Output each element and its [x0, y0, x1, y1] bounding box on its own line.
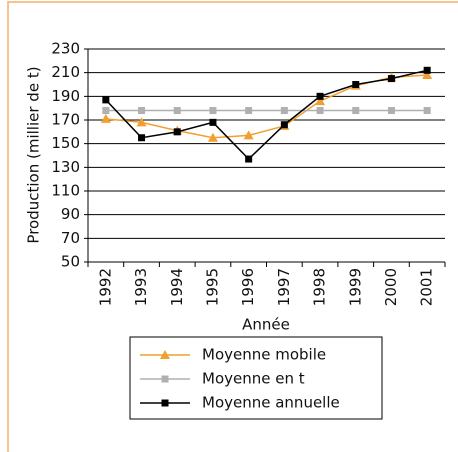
x-tick-label: 1992	[96, 268, 114, 306]
legend-box	[129, 336, 383, 420]
legend-label: Moyenne annuelle	[202, 394, 340, 412]
data-point	[422, 70, 433, 80]
data-point	[352, 81, 360, 88]
data-point	[102, 96, 110, 104]
x-tick-label: 1994	[168, 268, 186, 306]
y-tick-label: 50	[61, 253, 80, 271]
data-point	[173, 128, 181, 136]
frame	[7, 1, 458, 452]
data-point	[136, 117, 147, 127]
data-point	[100, 113, 111, 123]
data-point	[207, 132, 218, 142]
x-tick-label: 1996	[239, 268, 257, 306]
data-point	[316, 107, 324, 115]
data-point	[387, 75, 395, 83]
data-point	[315, 96, 326, 106]
data-point	[387, 107, 395, 115]
series-line	[105, 69, 428, 161]
data-point	[423, 107, 431, 115]
legend-marker	[161, 399, 169, 407]
y-tick-label: 190	[51, 87, 80, 105]
y-tick-label: 210	[51, 63, 80, 81]
y-tick-label: 170	[51, 111, 80, 129]
y-axis-label: Production (millier de t)	[25, 66, 43, 243]
y-tick-label: 150	[51, 134, 80, 152]
x-tick-label: 1999	[346, 268, 364, 306]
y-tick-label: 70	[61, 229, 80, 247]
data-point	[280, 107, 288, 115]
x-tick-label: 2000	[382, 268, 400, 306]
data-point	[352, 107, 360, 115]
data-point	[243, 130, 254, 140]
data-point	[102, 107, 110, 115]
y-tick-label: 130	[51, 158, 80, 176]
x-tick-label: 1995	[203, 268, 221, 306]
legend-label: Moyenne mobile	[202, 346, 326, 364]
data-point	[316, 92, 324, 100]
legend-label: Moyenne en t	[202, 370, 305, 388]
data-point	[138, 134, 146, 142]
data-point	[245, 155, 253, 163]
x-tick-label: 2001	[418, 268, 436, 306]
data-point	[245, 107, 253, 115]
data-point	[209, 118, 217, 126]
y-tick-label: 230	[51, 40, 80, 58]
y-tick-label: 110	[51, 182, 80, 200]
x-tick-label: 1993	[132, 268, 150, 306]
data-point	[423, 66, 431, 74]
x-tick-label: 1997	[275, 268, 293, 306]
x-tick-label: 1998	[311, 268, 329, 306]
legend-marker	[160, 350, 170, 359]
data-point	[138, 107, 146, 115]
y-tick-label: 90	[61, 205, 80, 223]
series-line	[105, 74, 428, 139]
data-point	[280, 121, 288, 129]
x-axis-label: Année	[242, 316, 290, 334]
legend-marker	[161, 375, 169, 383]
data-point	[209, 107, 217, 115]
data-point	[173, 107, 181, 115]
